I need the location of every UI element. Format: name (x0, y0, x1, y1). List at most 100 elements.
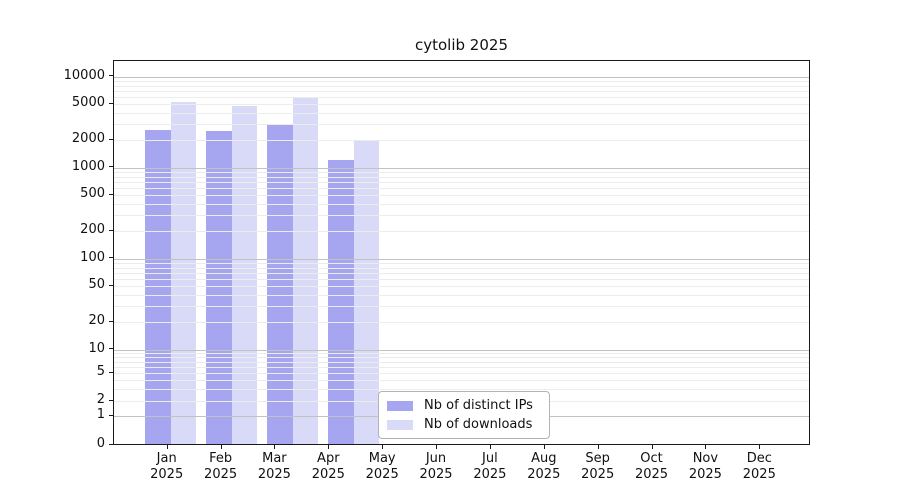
y-tick-label: 1 (96, 407, 105, 422)
y-tick-mark (109, 166, 113, 168)
y-tick-label: 10 (88, 340, 105, 356)
y-tick-label: 0 (96, 436, 105, 452)
x-tick-label: Mar 2025 (257, 451, 291, 482)
bar-distinct-ips-feb (206, 131, 232, 444)
x-tick-label: Sep 2025 (581, 451, 615, 482)
gridline-minor (114, 181, 809, 183)
legend-label-distinct-ips: Nb of distinct IPs (424, 398, 533, 413)
y-tick-mark (109, 348, 113, 350)
gridline-minor (114, 187, 809, 189)
gridline-minor (114, 278, 809, 280)
gridline-minor (114, 294, 809, 296)
y-tick-mark (109, 229, 113, 231)
x-tick-label: Jun 2025 (419, 451, 453, 482)
x-tick-label: Aug 2025 (527, 451, 561, 482)
x-tick-label: Jan 2025 (150, 451, 184, 482)
x-tick-label: Oct 2025 (634, 451, 669, 482)
gridline-minor (114, 112, 809, 114)
x-tick-mark (705, 444, 707, 449)
y-tick-mark (109, 443, 113, 445)
y-tick-label: 200 (80, 222, 105, 238)
x-tick-label: Dec 2025 (742, 451, 776, 482)
gridline-major (114, 349, 809, 351)
gridline-minor (114, 286, 809, 288)
y-tick-mark (109, 138, 113, 140)
plot-area (113, 60, 810, 445)
gridline-major (114, 167, 809, 169)
gridline-minor (114, 231, 809, 233)
x-tick-mark (489, 444, 491, 449)
x-tick-mark (220, 444, 222, 449)
y-tick-label: 1000 (71, 158, 105, 174)
gridline-minor (114, 357, 809, 359)
gridline-minor (114, 85, 809, 87)
gridline-minor (114, 353, 809, 355)
x-tick-mark (759, 444, 761, 449)
gridline-minor (114, 379, 809, 381)
x-tick-mark (597, 444, 599, 449)
gridline-minor (114, 215, 809, 217)
y-tick-mark (109, 414, 113, 416)
y-tick-mark (109, 193, 113, 195)
y-tick-mark (109, 102, 113, 104)
y-tick-label: 20 (88, 313, 105, 329)
bar-distinct-ips-apr (328, 160, 354, 444)
gridline-minor (114, 361, 809, 363)
gridline-minor (114, 203, 809, 205)
y-tick-mark (109, 399, 113, 401)
x-tick-label: Feb 2025 (204, 451, 238, 482)
x-tick-label: May 2025 (365, 451, 399, 482)
legend-label-downloads: Nb of downloads (424, 417, 533, 432)
gridline-minor (114, 373, 809, 374)
legend-swatch-distinct-ips (387, 400, 413, 411)
x-tick-mark (328, 444, 330, 449)
bar-distinct-ips-mar (267, 125, 293, 444)
gridline-minor (114, 195, 809, 197)
gridline-minor (114, 90, 809, 92)
gridline-minor (114, 267, 809, 269)
y-tick-label: 50 (88, 277, 105, 293)
legend-row-downloads: Nb of downloads (387, 417, 541, 432)
gridline-minor (114, 140, 809, 142)
legend-row-distinct-ips: Nb of distinct IPs (387, 398, 541, 413)
y-tick-mark (109, 371, 113, 373)
x-tick-label: Jul 2025 (473, 451, 507, 482)
legend-box: Nb of distinct IPs Nb of downloads (378, 391, 550, 439)
y-tick-label: 5000 (71, 95, 105, 111)
y-tick-label: 10000 (63, 67, 105, 83)
bar-downloads-apr (353, 140, 379, 444)
bar-downloads-mar (292, 98, 318, 444)
y-tick-mark (109, 284, 113, 286)
legend-swatch-downloads (387, 419, 413, 430)
y-tick-label: 500 (80, 186, 105, 202)
gridline-minor (114, 272, 809, 274)
gridline-minor (114, 366, 809, 368)
x-tick-label: Nov 2025 (688, 451, 722, 482)
x-tick-mark (436, 444, 437, 449)
x-tick-mark (274, 444, 276, 449)
y-tick-mark (109, 75, 113, 77)
gridline-minor (114, 322, 809, 324)
y-tick-label: 5 (96, 364, 105, 379)
bar-downloads-feb (231, 106, 257, 444)
gridline-minor (114, 388, 809, 390)
y-tick-mark (109, 320, 113, 322)
x-tick-mark (166, 444, 168, 449)
gridline-minor (114, 96, 809, 98)
y-tick-label: 100 (80, 249, 105, 265)
gridline-minor (114, 306, 809, 308)
x-tick-mark (382, 444, 384, 449)
gridline-minor (114, 262, 809, 264)
gridline-minor (114, 80, 809, 82)
y-tick-label: 2000 (71, 131, 105, 147)
x-tick-label: Apr 2025 (311, 451, 345, 482)
gridline-minor (114, 124, 809, 126)
gridline-minor (114, 171, 809, 173)
y-tick-label: 2 (96, 392, 105, 407)
gridline-major (114, 76, 809, 78)
x-tick-mark (543, 444, 545, 449)
x-tick-mark (651, 444, 653, 449)
gridline-minor (114, 104, 809, 106)
y-tick-mark (109, 257, 113, 259)
